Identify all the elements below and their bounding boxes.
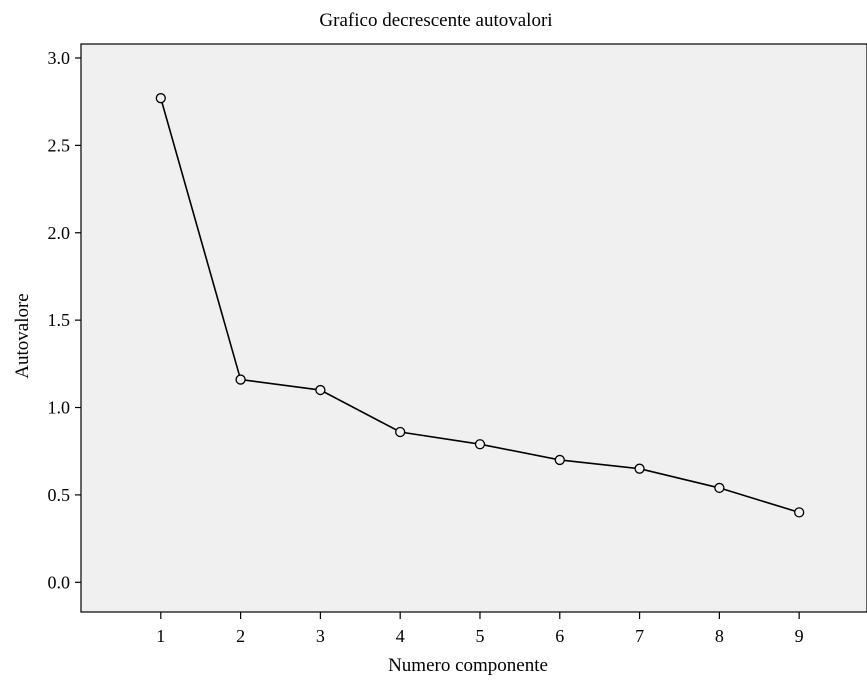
x-tick-label: 3 — [316, 626, 325, 646]
y-axis-title: Autovalore — [12, 293, 33, 378]
x-tick-label: 2 — [236, 626, 245, 646]
x-tick-label: 8 — [715, 626, 724, 646]
data-point — [714, 482, 725, 494]
y-tick-label: 1.5 — [48, 310, 71, 330]
data-point — [235, 374, 246, 385]
x-axis-title: Numero componente — [388, 655, 548, 676]
data-point — [155, 93, 166, 104]
x-axis: 1 2 3 4 5 6 7 8 9 — [156, 612, 804, 646]
y-tick-label: 3.0 — [48, 48, 71, 68]
chart-title: Grafico decrescente autovalori — [319, 10, 552, 31]
y-axis: 0.0 0.5 1.0 1.5 2.0 2.5 3.0 — [48, 48, 81, 592]
data-point — [395, 426, 406, 438]
plot-area — [80, 43, 867, 613]
y-tick-label: 0.5 — [48, 485, 71, 505]
data-point — [634, 463, 645, 474]
y-tick-label: 2.0 — [48, 223, 71, 243]
x-tick-label: 1 — [156, 626, 165, 646]
x-tick-label: 7 — [635, 626, 644, 646]
x-tick-label: 9 — [795, 626, 804, 646]
data-point — [794, 507, 805, 518]
series-layer — [155, 93, 805, 518]
x-tick-label: 4 — [396, 626, 405, 646]
data-point — [315, 384, 326, 396]
y-tick-label: 0.0 — [48, 572, 71, 592]
data-point — [554, 454, 565, 466]
data-point — [474, 439, 486, 450]
x-tick-label: 6 — [555, 626, 564, 646]
y-tick-label: 1.0 — [48, 398, 71, 418]
y-tick-label: 2.5 — [48, 135, 71, 155]
x-tick-label: 5 — [475, 626, 484, 646]
